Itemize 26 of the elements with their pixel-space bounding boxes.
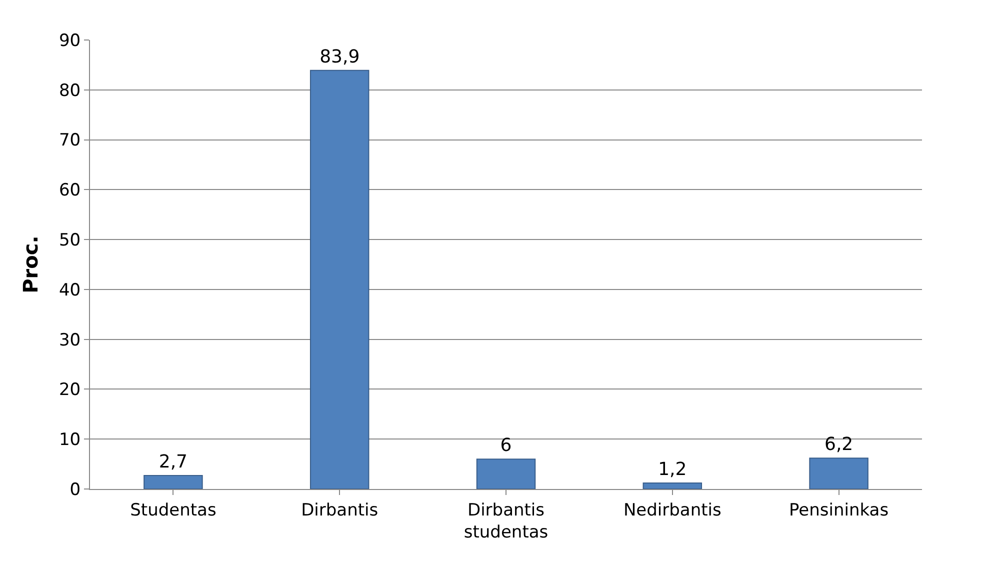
y-tick-label: 20 [58,380,81,400]
data-label: 6 [500,435,512,456]
data-label: 83,9 [320,46,360,68]
x-tick-label: Pensininkas [789,500,889,520]
x-tick-label: Dirbantis studentas [464,500,548,542]
y-tick-label: 30 [58,330,81,350]
data-label: 6,2 [824,434,854,456]
x-tick-label: Dirbantis [301,500,378,520]
y-tick-label: 80 [58,80,81,101]
data-label: 2,7 [158,452,188,473]
y-tick-label: 50 [58,230,81,251]
bar [809,458,868,489]
y-tick-label: 0 [70,480,81,500]
y-tick-label: 70 [58,130,81,151]
y-axis-title: Proc. [18,236,42,294]
bar [144,475,203,489]
bar [642,482,702,489]
y-tick-label: 40 [58,280,81,300]
bar [476,458,536,489]
y-tick-label: 90 [58,30,81,51]
y-tick-label: 60 [58,180,81,201]
x-tick-label: Nedirbantis [623,500,722,520]
data-label: 1,2 [658,459,687,480]
bar [310,70,370,489]
x-tick-label: Studentas [130,500,216,520]
y-tick-label: 10 [58,430,81,450]
